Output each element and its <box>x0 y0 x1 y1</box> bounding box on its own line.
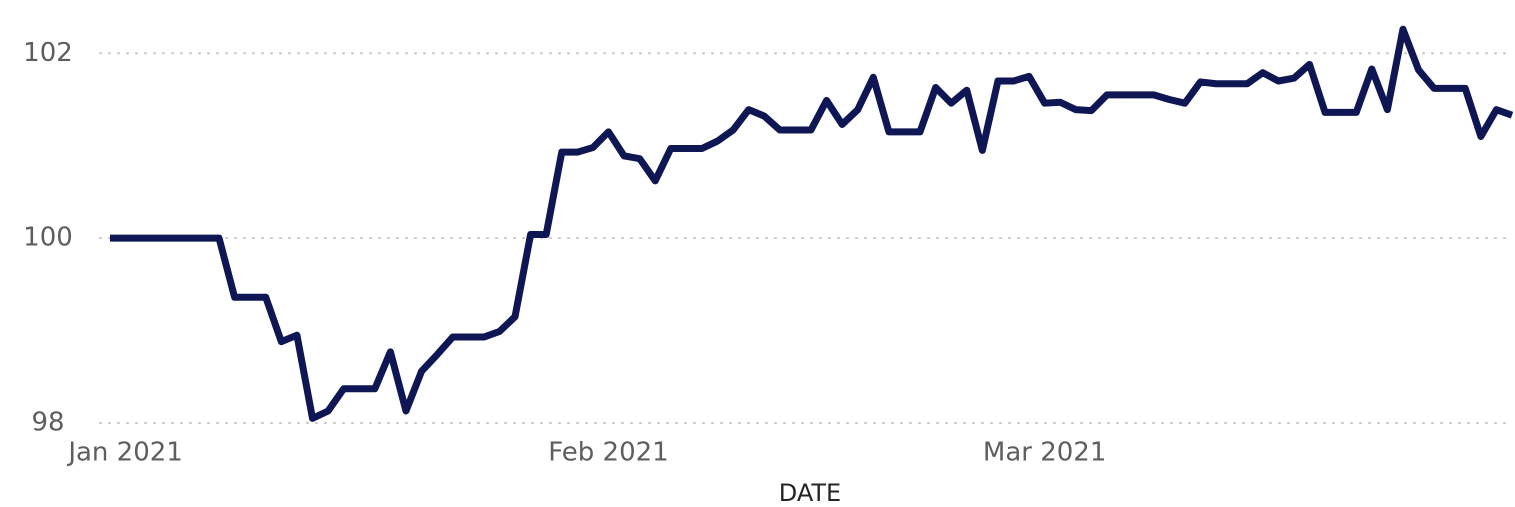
y-tick-label: 100 <box>23 223 73 253</box>
y-tick-label: 98 <box>31 408 64 438</box>
x-tick-label: Feb 2021 <box>548 438 668 468</box>
x-tick-label: Mar 2021 <box>983 438 1107 468</box>
line <box>110 25 1514 422</box>
y-tick-label: 102 <box>23 38 73 68</box>
x-tick-label: Jan 2021 <box>66 438 183 468</box>
x-axis-label: DATE <box>779 479 841 507</box>
